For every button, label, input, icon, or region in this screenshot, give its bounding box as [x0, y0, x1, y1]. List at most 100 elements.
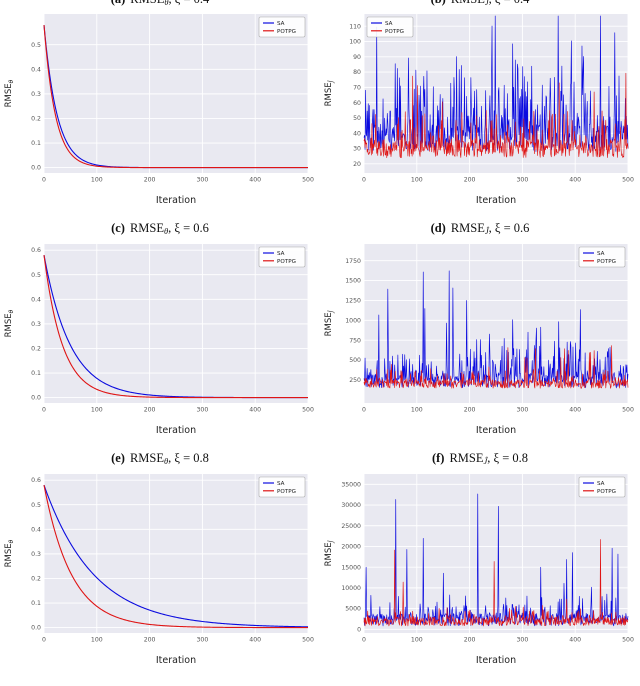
figure-a: (a)RMSEθ, ξ = 0.4 01002003004005000.00.1… — [0, 0, 320, 210]
plot-f: 0 100 200 300 400 500050001000015000200002500… — [324, 474, 634, 666]
svg-text:0.5: 0.5 — [31, 42, 41, 49]
svg-text:POTPG: POTPG — [385, 29, 404, 35]
figure-d: (d) RMSEĴ, ξ = 0.6 0 100 200 300 400 500 250 500… — [320, 210, 640, 440]
svg-text:200: 200 — [144, 637, 156, 644]
svg-text:0.0: 0.0 — [31, 395, 41, 402]
figure-b: (b)RMSEĴ, ξ = 0.4 0100200300400500203040… — [320, 0, 640, 210]
caption-post: , ξ = 0.8 — [168, 451, 209, 465]
figure-c-caption: (c) RMSEθ, ξ = 0.6 — [111, 210, 209, 239]
caption-label: (c) — [111, 221, 125, 235]
svg-text:SA: SA — [277, 481, 285, 487]
svg-text:SA: SA — [597, 481, 605, 487]
svg-text:50: 50 — [353, 115, 361, 122]
svg-text:500: 500 — [622, 637, 634, 644]
plot-c: 0 100 200 300 400 500 0.0 0.1 0.2 0.3 0.4 0.5 0.6 Ite… — [4, 244, 314, 436]
svg-text:0.4: 0.4 — [31, 296, 41, 303]
svg-text:40: 40 — [353, 130, 361, 137]
svg-text:300: 300 — [516, 177, 528, 184]
svg-text:500: 500 — [349, 357, 361, 364]
caption-sub: θ — [164, 0, 169, 7]
caption-label: (e) — [111, 451, 125, 465]
caption-sub: Ĵ — [483, 456, 488, 466]
svg-text:400: 400 — [249, 637, 261, 644]
svg-text:RMSEĴ: RMSEĴ — [324, 309, 335, 336]
svg-text:0.0: 0.0 — [31, 625, 41, 632]
svg-text:400: 400 — [249, 407, 261, 414]
svg-text:1000: 1000 — [345, 317, 361, 324]
svg-text:0: 0 — [42, 177, 46, 184]
svg-text:0.1: 0.1 — [31, 600, 41, 607]
caption-label: (a) — [111, 0, 126, 6]
svg-text:15000: 15000 — [341, 564, 361, 571]
svg-text:400: 400 — [569, 407, 581, 414]
svg-text:0: 0 — [362, 177, 366, 184]
svg-text:RMSEθ: RMSEθ — [4, 539, 15, 567]
caption-pre: RMSE — [130, 0, 164, 6]
figure-e: (e) RMSEθ, ξ = 0.8 0 100 200 300 400 500 0.0 0.1… — [0, 440, 320, 670]
svg-text:Iteration: Iteration — [156, 195, 196, 206]
svg-text:500: 500 — [622, 177, 634, 184]
svg-text:0.6: 0.6 — [31, 247, 41, 254]
figure-d-caption: (d) RMSEĴ, ξ = 0.6 — [431, 210, 530, 239]
svg-text:60: 60 — [353, 100, 361, 107]
svg-text:0.0: 0.0 — [31, 165, 41, 172]
svg-text:100: 100 — [411, 407, 423, 414]
svg-text:POTPG: POTPG — [277, 29, 296, 35]
caption-sub: Ĵ — [484, 0, 489, 7]
svg-text:0: 0 — [362, 637, 366, 644]
svg-text:10000: 10000 — [341, 585, 361, 592]
svg-text:SA: SA — [597, 251, 605, 257]
caption-pre: RMSE — [449, 451, 484, 465]
caption-post: , ξ = 0.4 — [489, 0, 530, 6]
figure-f: (f) RMSEĴ, ξ = 0.8 0 100 200 300 400 500 0 5000 1… — [320, 440, 640, 670]
caption-pre: RMSE — [450, 221, 485, 235]
svg-text:SA: SA — [277, 21, 285, 27]
svg-text:250: 250 — [349, 377, 361, 384]
caption-label: (d) — [430, 221, 446, 235]
svg-text:0.4: 0.4 — [31, 66, 41, 73]
svg-text:POTPG: POTPG — [597, 489, 616, 495]
svg-text:1500: 1500 — [345, 278, 361, 285]
svg-text:Iteration: Iteration — [476, 655, 516, 666]
svg-text:100: 100 — [91, 177, 103, 184]
svg-text:0.3: 0.3 — [31, 551, 41, 558]
svg-text:SA: SA — [385, 21, 393, 27]
svg-text:1750: 1750 — [345, 258, 361, 265]
svg-text:100: 100 — [411, 637, 423, 644]
figure-grid: (a)RMSEθ, ξ = 0.4 01002003004005000.00.1… — [0, 0, 640, 670]
plot-e: 0 100 200 300 400 500 0.0 0.1 0.2 0.3 0.4 0.5 0.6 Ite… — [4, 474, 314, 666]
svg-text:200: 200 — [464, 407, 476, 414]
svg-text:110: 110 — [349, 23, 361, 30]
svg-text:400: 400 — [249, 177, 261, 184]
svg-text:POTPG: POTPG — [277, 259, 296, 265]
caption-sub: Ĵ — [484, 226, 489, 236]
svg-text:5000: 5000 — [345, 606, 361, 613]
caption-pre: RMSE — [129, 221, 164, 235]
svg-text:500: 500 — [302, 407, 314, 414]
svg-text:200: 200 — [464, 177, 476, 184]
plot-a: 0 100 200 300 400 500 0.0 0.1 0.2 0.3 0.4 0.5 Iterat… — [4, 14, 314, 206]
svg-text:Iteration: Iteration — [156, 425, 196, 436]
figure-c: (c) RMSEθ, ξ = 0.6 0 100 200 300 400 500 0.0 0.1… — [0, 210, 320, 440]
svg-text:Iteration: Iteration — [476, 425, 516, 436]
svg-text:RMSEĴ: RMSEĴ — [324, 79, 335, 106]
svg-text:400: 400 — [569, 637, 581, 644]
svg-text:0.1: 0.1 — [31, 140, 41, 147]
svg-text:30000: 30000 — [341, 502, 361, 509]
svg-text:20: 20 — [353, 161, 361, 168]
caption-label: (b) — [431, 0, 446, 6]
svg-text:0.2: 0.2 — [31, 346, 41, 353]
svg-text:RMSEθ: RMSEθ — [4, 309, 15, 337]
caption-pre: RMSE — [129, 451, 164, 465]
svg-text:POTPG: POTPG — [277, 489, 296, 495]
caption-sub: θ — [163, 456, 169, 466]
plot-b: 0 100 200 300 400 500 20 30 40 50 60 70 80 90 100 110 It… — [324, 14, 634, 206]
caption-label: (f) — [431, 451, 445, 465]
svg-text:RMSEθ: RMSEθ — [4, 79, 15, 107]
svg-text:Iteration: Iteration — [156, 655, 196, 666]
svg-text:0.3: 0.3 — [31, 91, 41, 98]
svg-text:300: 300 — [196, 637, 208, 644]
figure-f-caption: (f) RMSEĴ, ξ = 0.8 — [432, 440, 528, 469]
svg-text:1250: 1250 — [345, 298, 361, 305]
caption-post: , ξ = 0.8 — [487, 451, 529, 465]
